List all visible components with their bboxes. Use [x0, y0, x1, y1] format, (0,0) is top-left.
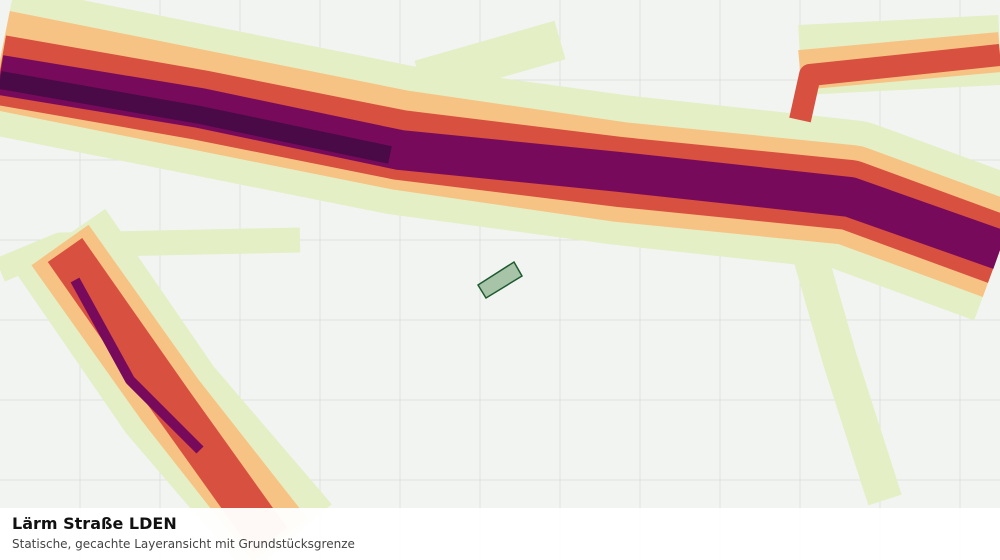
layer-subtitle: Statische, gecachte Layeransicht mit Gru…	[12, 537, 355, 551]
parcel-boundary	[476, 260, 524, 300]
info-panel: Lärm Straße LDEN Statische, gecachte Lay…	[0, 508, 1000, 560]
layer-title: Lärm Straße LDEN	[12, 514, 177, 533]
